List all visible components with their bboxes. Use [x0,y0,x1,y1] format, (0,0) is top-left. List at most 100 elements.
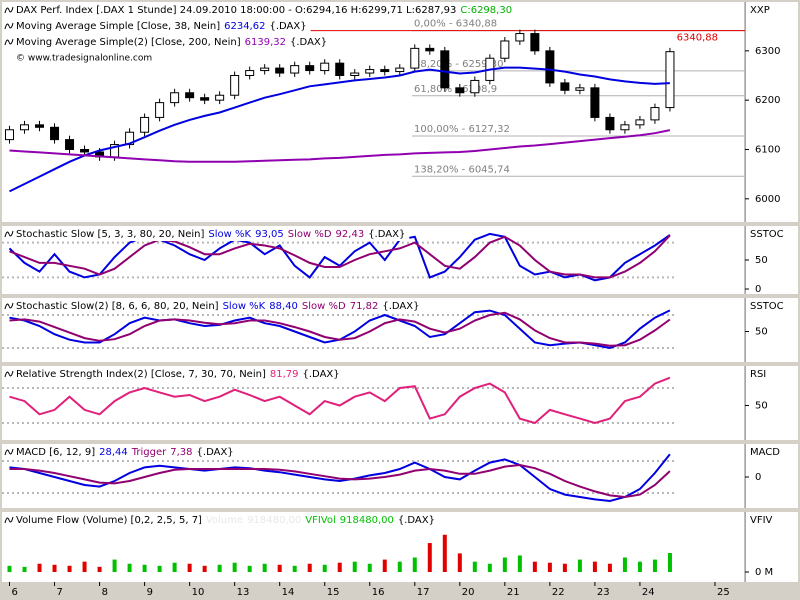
candle-body [410,47,420,69]
candle-body [260,67,270,72]
y-tick-label: 50 [755,400,768,411]
candle-body [155,102,165,118]
volume-bar [322,564,327,573]
candle-body [80,148,90,153]
title-part: 7,38 [170,447,192,458]
volume-bar [307,563,312,573]
volume-bar [532,561,537,573]
fib-label: 138,20% - 6045,74 [414,164,510,175]
candle-body [35,124,45,128]
indicator-icon [4,516,14,524]
volume-bar [22,566,27,573]
candle-body [530,33,540,52]
volume-bar [397,561,402,573]
series-line [9,463,671,499]
volume-bar [82,561,87,573]
reference-label: 6340,88 [677,33,718,44]
candle-body [350,72,360,76]
label-background [2,35,332,49]
x-tick-label: 14 [282,587,295,598]
title-part: Moving Average Simple(2) [Close, 200, Ne… [16,37,241,48]
y-tick-label: 50 [755,255,768,266]
candle-body [605,116,615,131]
volume-bar [517,555,522,573]
candle-body [20,124,30,131]
title-part: C:6298,30 [460,5,512,16]
title-part: 92,43 [336,229,365,240]
x-tick-label: 17 [417,587,430,598]
candle-body [290,65,300,74]
series-line [9,234,671,279]
volume-bar [547,562,552,573]
x-tick-label: 25 [717,587,730,598]
series-line [9,311,671,347]
axis-label: SSTOC [750,229,784,240]
candle-body [50,126,60,141]
label-background [2,227,410,241]
volume-bar [232,562,237,573]
volume-bar [502,557,507,573]
indicator-icon [4,448,14,456]
candle-body [470,79,480,94]
candle-body [245,70,255,76]
axis-label: MACD [750,447,780,458]
label-background [2,445,238,459]
title-part: {.DAX} [197,447,234,458]
volume-bar [337,562,342,573]
title-part: Stochastic Slow [5, 3, 3, 80, 20, Nein] [16,229,205,240]
volume-bar [562,563,567,573]
axis-area [746,2,798,222]
volume-bar [292,565,297,573]
title-part: {.DAX} [398,515,435,526]
title-part: 71,82 [350,301,379,312]
series-line [8,232,671,282]
volume-bar [472,561,477,573]
title-part: 81,79 [270,369,299,380]
candle-body [590,87,600,118]
axis-area [746,226,798,294]
x-tick-label: 13 [237,587,250,598]
title-part: Slow %D [302,301,346,312]
candle-body [440,50,450,89]
candle-body [65,139,75,150]
x-tick-label: 9 [147,587,153,598]
title-part: Slow %K [223,301,266,312]
candle-body [365,69,375,74]
fib-label: 100,00% - 6127,32 [414,124,510,135]
volume-bar [67,565,72,573]
candle-body [275,67,285,74]
volume-bar [427,543,432,573]
volume-bar [142,564,147,573]
candle-body [200,97,210,101]
candle-body [170,92,180,104]
title-part: 918480,00 [247,515,301,526]
x-tick-label: 10 [192,587,205,598]
candle-body [515,33,525,42]
volume-bar [667,553,672,573]
volume-bar [7,565,12,573]
volume-bar [247,565,252,573]
candle-body [230,74,240,96]
axis-label: SSTOC [750,301,784,312]
axis-area [746,512,798,582]
candle-body [425,47,435,52]
indicator-icon [4,230,14,238]
y-tick-label: 0 [755,472,761,483]
title-part: Relative Strength Index(2) [Close, 7, 30… [16,369,266,380]
x-tick-label: 24 [642,587,655,598]
volume-bar [172,562,177,573]
volume-bar [97,566,102,573]
candle-body [665,51,675,109]
volume-bar [487,563,492,573]
y-tick-label: 50 [755,326,768,337]
x-tick-label: 7 [57,587,63,598]
y-tick-label: 0 M [755,567,773,578]
title-part: 918480,00 [340,515,394,526]
candle-body [380,69,390,73]
candle-body [575,87,585,91]
title-part: {.DAX} [290,37,327,48]
volume-bar [442,534,447,573]
series-line [9,453,671,503]
volume-bar [652,559,657,573]
